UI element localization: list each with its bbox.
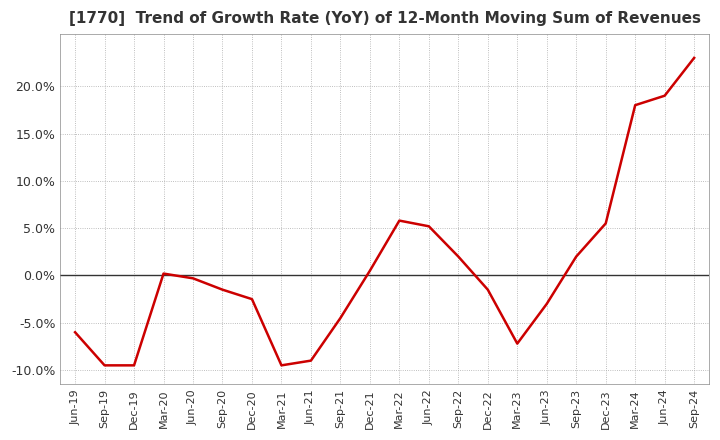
- Title: [1770]  Trend of Growth Rate (YoY) of 12-Month Moving Sum of Revenues: [1770] Trend of Growth Rate (YoY) of 12-…: [68, 11, 701, 26]
